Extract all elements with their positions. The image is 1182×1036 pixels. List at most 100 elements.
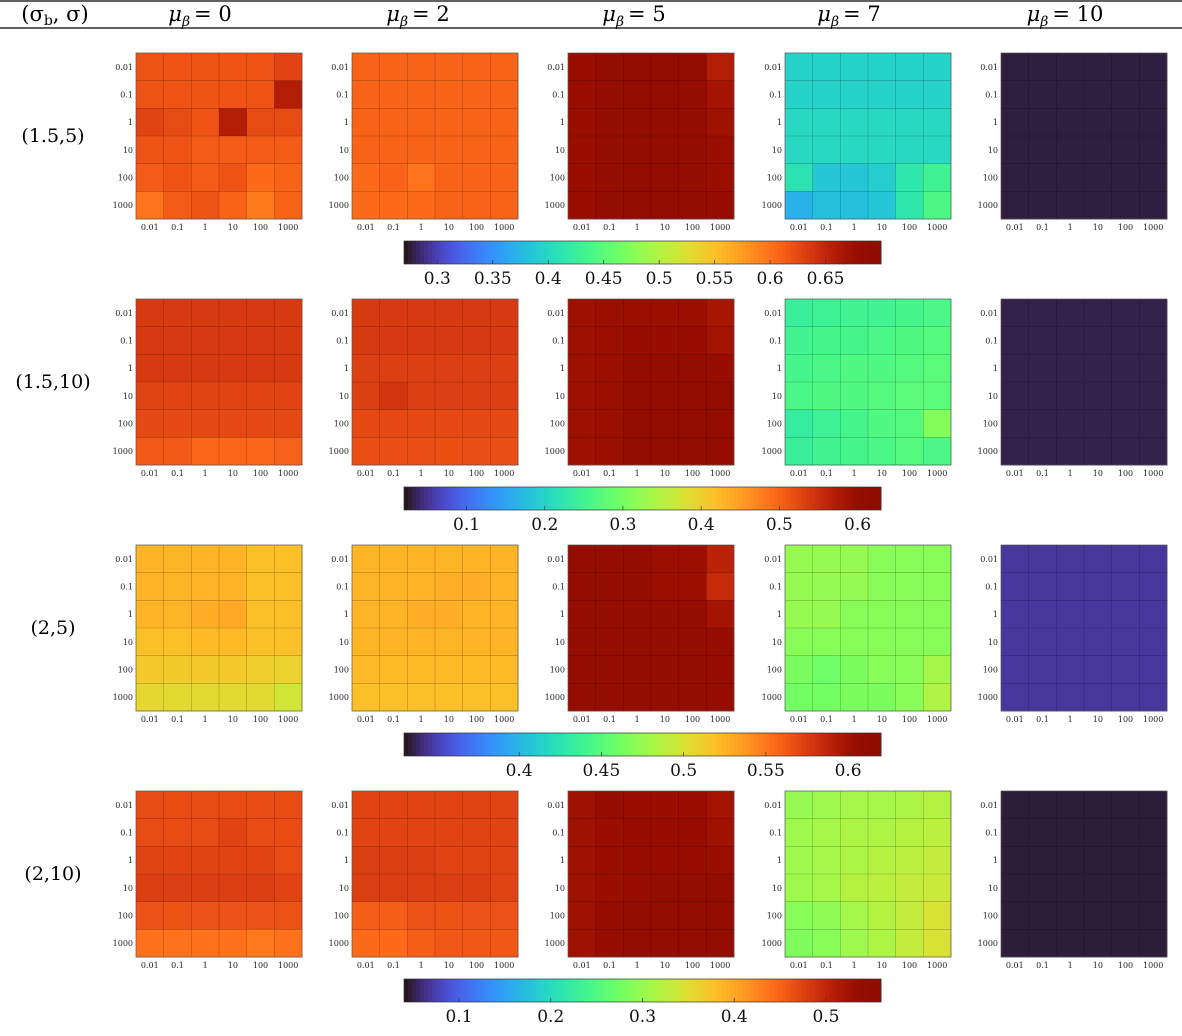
colorbar-segment [797,733,802,756]
y-tick-label: 10 [555,392,565,401]
heatmap-cell [595,136,624,165]
heatmap-cell [352,655,381,684]
heatmap-cell [1028,874,1057,903]
colorbar-segment [630,487,636,510]
y-tick-label: 10 [339,146,349,155]
heatmap-cell [1084,80,1113,109]
heatmap-cell [379,545,408,574]
heatmap-cell [379,791,408,820]
colorbar-segment [805,241,810,264]
heatmap-cell [163,409,192,438]
heatmap-cell [246,818,275,847]
colorbar-segment [809,979,814,1002]
heatmap-cell [1084,628,1113,657]
colorbar-segment [503,487,508,510]
heatmap-cell [706,191,735,220]
colorbar-tick-label: 0.6 [757,269,784,289]
heatmap-cell [379,437,408,466]
colorbar-segment [431,241,437,264]
heatmap-cell [568,683,597,712]
colorbar-segment [793,733,799,756]
y-tick-label: 10 [339,392,349,401]
colorbar-segment [563,487,568,510]
colorbar-segment [404,487,409,510]
heatmap-cell [895,299,924,328]
colorbar-tick-label: 0.35 [474,269,512,289]
y-tick-label: 1 [128,118,133,127]
colorbar-segment [777,241,783,264]
heatmap-cell [812,600,841,629]
x-tick-label: 1000 [494,715,514,724]
colorbar-segment [427,241,433,264]
heatmap-cell [595,818,624,847]
heatmap-cell [568,382,597,411]
colorbar-segment [825,733,830,756]
x-tick-label: 10 [660,223,670,232]
y-tick-label: 0.1 [985,583,998,592]
heatmap-cell [895,53,924,82]
heatmap-cell [407,901,436,930]
x-tick-label: 100 [253,961,268,970]
colorbar-segment [467,487,473,510]
heatmap-cell [407,136,436,165]
colorbar-segment [570,733,576,756]
heatmap-cell [812,191,841,220]
colorbar-segment [670,241,675,264]
heatmap-cell [623,53,652,82]
x-tick-label: 1 [852,715,857,724]
colorbar-segment [781,979,787,1002]
heatmap-cell [595,299,624,328]
colorbar-segment [817,733,822,756]
colorbar-segment [682,733,687,756]
colorbar-segment [873,487,878,510]
heatmap-cell [706,846,735,875]
heatmap-cell [840,437,869,466]
heatmap-cell [1111,108,1140,137]
panel-frame [135,790,303,958]
heatmap-cell [435,791,464,820]
row-label: (1.5,5) [21,125,84,147]
y-tick-label: 100 [550,912,565,921]
heatmap-cell [407,80,436,109]
heatmap-cell [219,846,248,875]
heatmap-cell [1111,874,1140,903]
colorbar-segment [543,241,548,264]
heatmap-cell [840,545,869,574]
heatmap-cell [379,191,408,220]
heatmap-cell [1028,818,1057,847]
heatmap-cell [678,572,707,601]
colorbar-segment [670,487,675,510]
heatmap-cell [595,80,624,109]
panel-frame [351,790,519,958]
x-tick-label: 1 [1068,715,1073,724]
colorbar-segment [559,487,564,510]
colorbar-segment [841,241,846,264]
heatmap-cell [1139,572,1168,601]
y-tick-label: 0.01 [980,63,998,72]
heatmap-cell [490,628,519,657]
heatmap-cell [595,545,624,574]
colorbar-segment [666,241,671,264]
colorbar-segment [499,733,504,756]
colorbar-segment [419,979,425,1002]
heatmap-cell [191,354,220,383]
heatmap-cell [246,80,275,109]
heatmap-cell [379,326,408,355]
panel-frame [351,298,519,466]
colorbar-segment [702,487,707,510]
colorbar-segment [614,733,620,756]
colorbar-segment [682,487,687,510]
colorbar-segment [491,979,496,1002]
heatmap-cell [706,572,735,601]
colorbar-segment [531,487,536,510]
heatmap-cell [246,53,275,82]
x-tick-label: 0.01 [141,715,159,724]
heatmap-cell [812,683,841,712]
heatmap-cell [219,136,248,165]
heatmap-cell [246,191,275,220]
heatmap-cell [435,409,464,438]
heatmap-cell [1111,382,1140,411]
heatmap-cell [136,136,165,165]
colorbar-segment [491,733,496,756]
heatmap-cell [651,901,680,930]
